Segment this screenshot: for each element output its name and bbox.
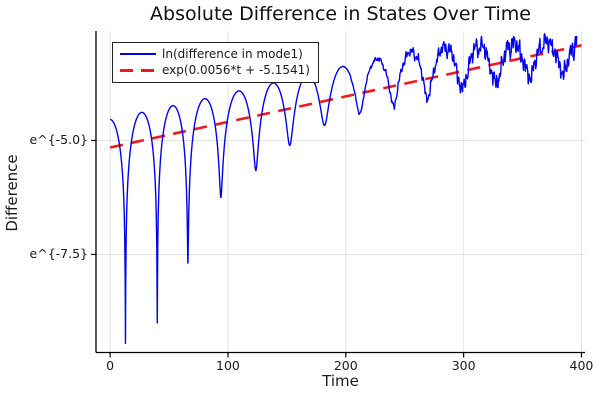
x-tick-label: 0 [106,358,115,373]
x-tick-label: 100 [216,358,240,373]
legend-solid-line-sample [120,53,156,55]
chart-title: Absolute Difference in States Over Time [150,3,531,25]
legend-entry-series: ln(difference in mode1) [120,46,310,62]
x-tick-label: 400 [569,358,594,373]
y-tick-label: e^{-5.0} [29,132,88,148]
legend-dashed-line-sample [120,68,156,72]
y-tick-label: e^{-7.5} [29,246,88,262]
x-axis-label: Time [322,372,359,390]
legend-entry-fit: exp(0.0056*t + -5.1541) [120,62,310,78]
x-tick-label: 300 [451,358,476,373]
x-tick-label: 200 [333,358,358,373]
series-ln-difference [109,33,578,345]
legend: ln(difference in mode1) exp(0.0056*t + -… [112,42,319,83]
legend-label-series: ln(difference in mode1) [162,47,303,61]
series-fit-line [109,44,582,149]
legend-label-fit: exp(0.0056*t + -5.1541) [162,63,310,77]
